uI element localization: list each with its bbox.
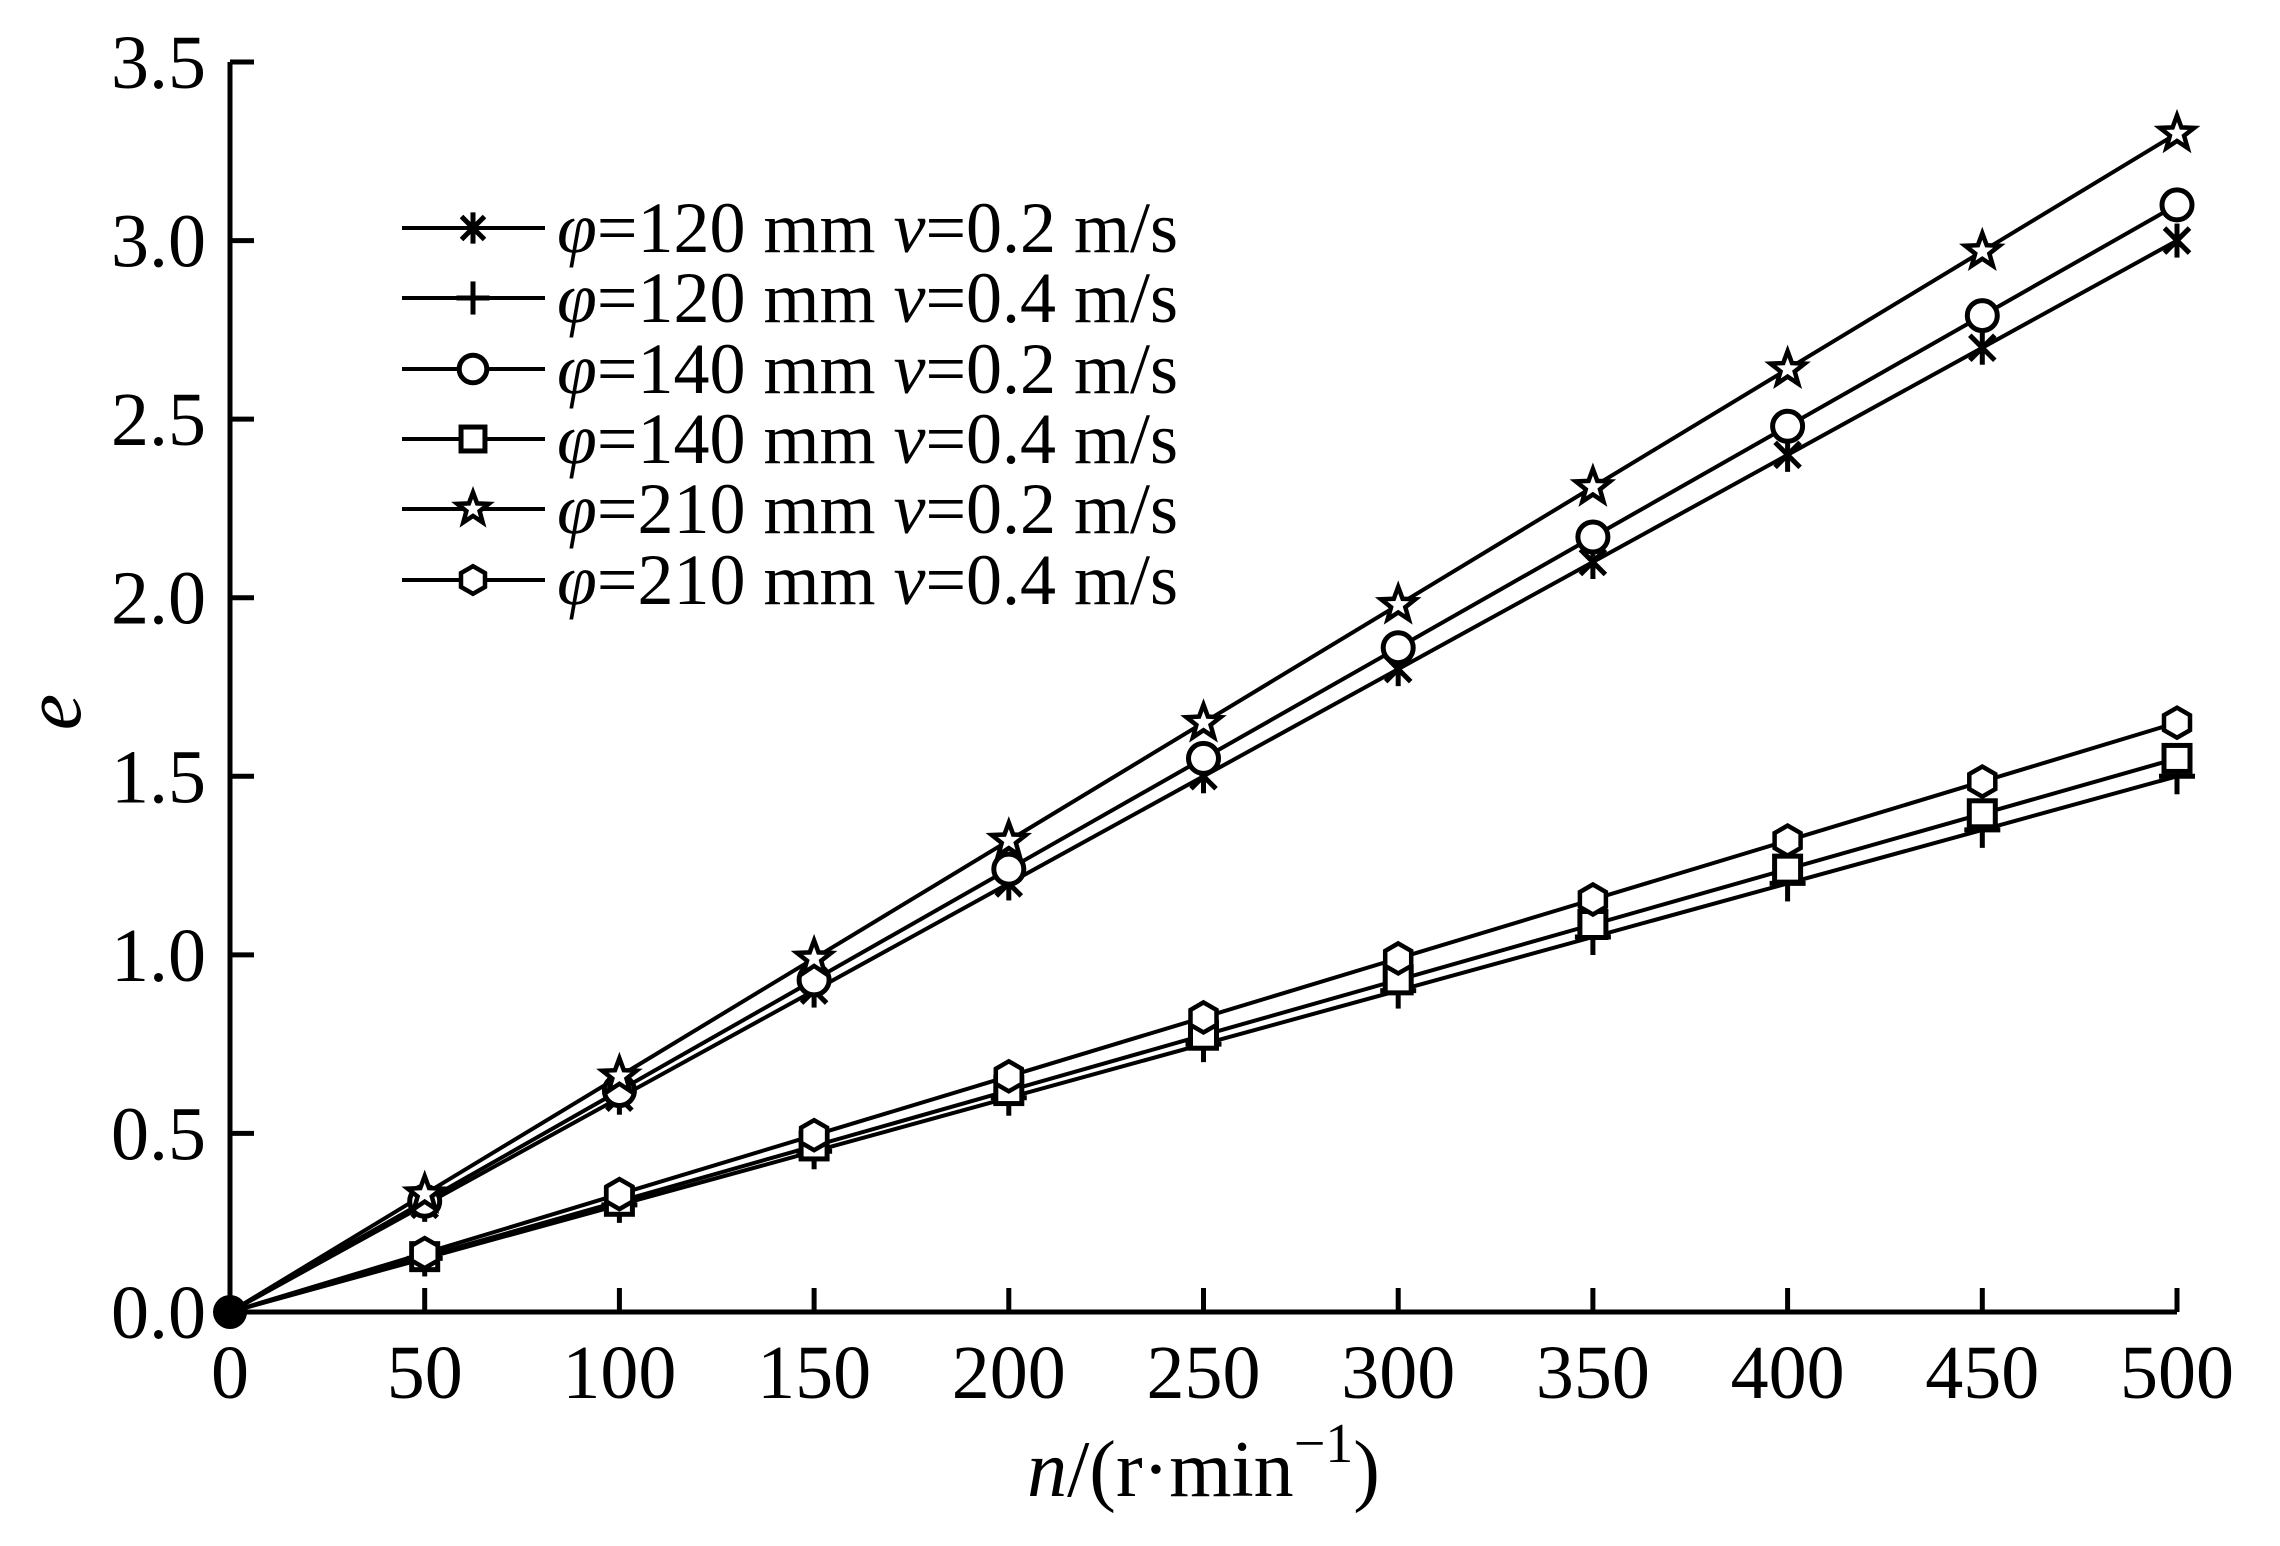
star-marker-icon [401,1169,448,1214]
hexagon-marker-icon [1967,764,1998,800]
hexagon-marker-icon [1577,881,1609,918]
x-tick-label: 500 [2120,1331,2234,1415]
hexagon-marker-icon [604,1176,635,1212]
legend: φ=120 mm v=0.2 m/sφ=120 mm v=0.4 m/sφ=14… [402,188,1178,620]
x-tick-label: 150 [757,1331,871,1415]
circle-marker-icon [1575,519,1611,555]
hexagon-marker-icon [409,1235,440,1271]
star-marker-icon [985,816,1033,861]
star-marker-icon [451,485,495,528]
origin-markers-dot [213,1295,247,1329]
asterisk-marker-icon [1968,333,1997,362]
circle-marker-icon [991,851,1027,887]
series-markers [213,108,2201,1329]
x-tick-label: 400 [1731,1331,1845,1415]
x-axis-title: n/(r·min−1) [1027,1413,1380,1514]
x-tick-label: 50 [387,1331,463,1415]
x-tick-label: 450 [1925,1331,2039,1415]
circle-marker-icon [1380,630,1416,666]
circle-marker-icon [1964,298,2000,334]
y-axis-title: e [7,694,98,730]
y-tick-label: 1.5 [111,735,206,819]
legend-label: φ=140 mm v=0.4 m/s [557,399,1178,479]
axis-titles: e n/(r·min−1) [7,694,1380,1514]
legend-label: φ=120 mm v=0.2 m/s [557,188,1178,268]
legend-label: φ=210 mm v=0.4 m/s [557,540,1178,620]
star-marker-icon [1569,462,1617,507]
square-marker-icon [1772,853,1804,885]
x-tick-label: 100 [562,1331,676,1415]
star-marker-icon [1374,580,1422,625]
legend-item: φ=120 mm v=0.2 m/s [402,188,1178,268]
x-tick-label: 200 [952,1331,1066,1415]
hexagon-marker-icon [458,563,488,597]
y-tick-label: 3.0 [111,200,206,284]
legend-item: φ=140 mm v=0.2 m/s [402,329,1178,409]
square-marker-icon [458,424,488,454]
y-tick-label: 0.5 [111,1092,206,1176]
asterisk-marker-icon [2162,226,2192,255]
legend-item: φ=210 mm v=0.2 m/s [402,469,1178,549]
hexagon-marker-icon [1188,999,1219,1035]
star-marker-icon [596,1051,643,1097]
y-tick-label: 3.5 [111,21,206,105]
square-marker-icon [1577,909,1609,940]
hexagon-marker-icon [1382,940,1414,976]
circle-marker-icon [2159,187,2195,223]
legend-label: φ=140 mm v=0.2 m/s [557,329,1178,409]
x-tick-label: 250 [1147,1331,1261,1415]
hexagon-marker-icon [2161,705,2193,741]
circle-marker-icon [1186,740,1221,776]
square-marker-icon [1966,798,1998,830]
y-tick-label: 2.0 [111,557,206,641]
hexagon-marker-icon [993,1058,1025,1094]
legend-label: φ=210 mm v=0.2 m/s [557,469,1178,549]
star-marker-icon [1959,226,2006,272]
axes: 0.0 0.5 1.0 1.5 2.0 2.5 3.0 3.5 0 50 100 150 200 250 3… [111,21,2234,1415]
legend-item: φ=120 mm v=0.4 m/s [402,258,1178,338]
y-tick-label: 1.0 [111,914,206,998]
x-tick-label: 300 [1341,1331,1455,1415]
star-marker-icon [1764,344,1811,389]
y-tick-label: 0.0 [111,1271,206,1355]
legend-label: φ=120 mm v=0.4 m/s [557,258,1178,338]
asterisk-marker-icon [459,214,487,242]
y-tick-label: 2.5 [111,378,206,462]
x-tick-label: 0 [211,1331,249,1415]
legend-item: φ=140 mm v=0.4 m/s [402,399,1178,479]
star-marker-icon [790,933,838,979]
square-marker-icon [2161,742,2193,774]
circle-marker-icon [456,352,490,386]
asterisk-marker-icon [1578,547,1608,577]
asterisk-marker-icon [1773,440,1802,470]
hexagon-marker-icon [798,1117,830,1153]
hexagon-marker-icon [1772,823,1803,859]
legend-item: φ=210 mm v=0.4 m/s [402,540,1178,620]
circle-marker-icon [1770,408,1806,444]
star-marker-icon [2153,108,2201,154]
x-tick-label: 350 [1536,1331,1650,1415]
star-marker-icon [1180,698,1227,743]
